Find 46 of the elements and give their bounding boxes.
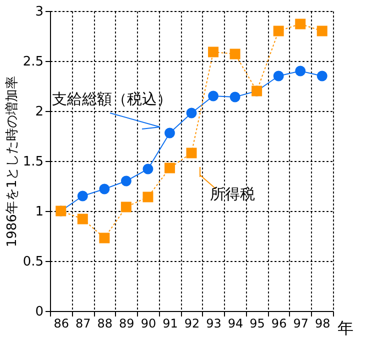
y-tick-label: 2: [35, 104, 44, 120]
x-tick-label: 98: [314, 316, 330, 330]
legend-label: 所得税: [210, 185, 255, 203]
point: [230, 92, 240, 102]
y-tick-label: 2.5: [22, 54, 44, 70]
x-tick-label: 87: [76, 316, 91, 330]
x-axis-title: 年: [338, 318, 354, 338]
x-tick-label: 93: [206, 316, 222, 330]
point: [273, 26, 284, 36]
point: [208, 46, 219, 58]
point: [120, 176, 132, 186]
point: [99, 184, 110, 194]
point: [208, 90, 219, 102]
x-tick-label: 88: [97, 316, 113, 330]
y-tick-label: 1: [35, 204, 44, 220]
y-axis-title: 1986年を1とした時の増加率: [4, 76, 20, 248]
point: [316, 70, 328, 82]
x-tick-label: 97: [293, 316, 308, 330]
y-tick-label: 0.5: [22, 254, 44, 270]
point: [99, 232, 110, 244]
point: [142, 192, 154, 202]
point: [186, 148, 197, 158]
x-tick-label: 91: [162, 316, 178, 330]
point: [186, 108, 197, 118]
point: [316, 26, 328, 36]
x-tick-label: 92: [184, 316, 200, 330]
x-tick-label: 94: [228, 316, 244, 330]
x-tick-label: 86: [54, 316, 70, 330]
x-tick-label: 95: [250, 316, 265, 330]
point: [120, 202, 132, 212]
point: [77, 190, 88, 202]
x-tick-label: 96: [271, 316, 287, 330]
x-tick-label: 89: [119, 316, 134, 330]
series-label: 支給総額（税込）: [52, 90, 172, 108]
point: [230, 48, 240, 60]
point: [164, 128, 175, 138]
point: [77, 214, 88, 224]
point: [164, 162, 175, 174]
point: [295, 18, 306, 30]
point: [142, 164, 154, 174]
x-tick-label: 90: [140, 316, 156, 330]
point: [295, 66, 306, 76]
y-tick-label: 3: [35, 4, 44, 20]
y-tick-label: 1.5: [22, 154, 44, 170]
y-tick-label: 0: [35, 304, 44, 320]
point: [273, 70, 284, 82]
